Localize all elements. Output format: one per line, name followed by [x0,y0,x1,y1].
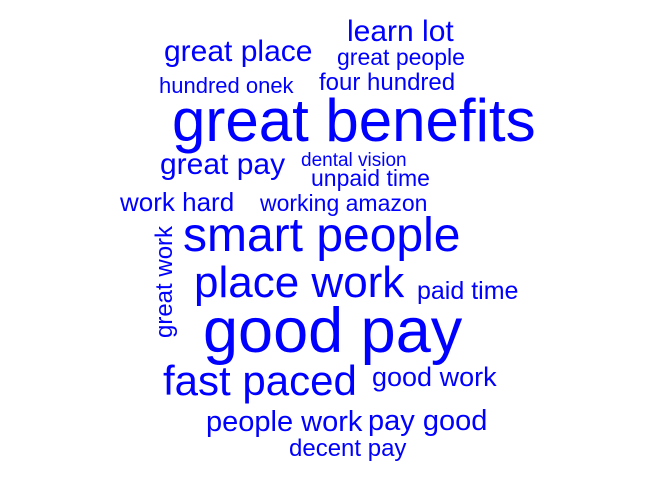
word-decent-pay: decent pay [289,435,407,462]
word-great-pay: great pay [160,148,286,181]
word-great-place: great place [164,35,313,68]
word-good-pay: good pay [203,296,463,366]
word-good-work: good work [372,362,497,392]
word-dental-vision: dental vision [301,150,407,171]
word-fast-paced: fast paced [163,357,357,404]
word-unpaid-time: unpaid time [311,165,430,191]
word-four-hundred: four hundred [319,69,456,96]
word-great-work: great work [151,225,178,338]
word-working-amazon: working amazon [260,190,428,216]
word-hundred-onek: hundred onek [159,73,294,98]
word-place-work: place work [194,258,405,307]
word-great-people: great people [337,44,465,70]
word-pay-good: pay good [368,405,488,437]
word-paid-time: paid time [417,277,519,305]
word-smart-people: smart people [183,209,461,262]
word-learn-lot: learn lot [347,15,454,48]
word-work-hard: work hard [120,187,235,217]
word-people-work: people work [206,406,363,438]
word-great-benefits: great benefits [172,87,536,154]
